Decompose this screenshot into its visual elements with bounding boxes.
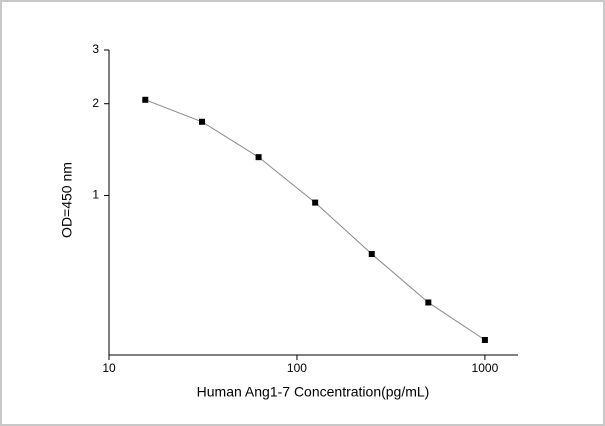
- point: [481, 336, 488, 343]
- point: [142, 96, 149, 103]
- x-tick-label: 10: [102, 361, 116, 375]
- x-tick-label: 100: [287, 361, 307, 375]
- y-tick-label: 3: [92, 42, 99, 56]
- point: [312, 199, 319, 206]
- y-tick-label: 1: [92, 188, 99, 202]
- x-axis-label: Human Ang1-7 Concentration(pg/mL): [197, 384, 430, 400]
- point: [425, 299, 432, 306]
- y-tick-label: 2: [92, 96, 99, 110]
- x-tick-label: 1000: [472, 361, 499, 375]
- point: [255, 154, 262, 161]
- point: [199, 118, 206, 125]
- y-axis-label: OD=450 nm: [59, 162, 75, 238]
- point: [368, 251, 375, 258]
